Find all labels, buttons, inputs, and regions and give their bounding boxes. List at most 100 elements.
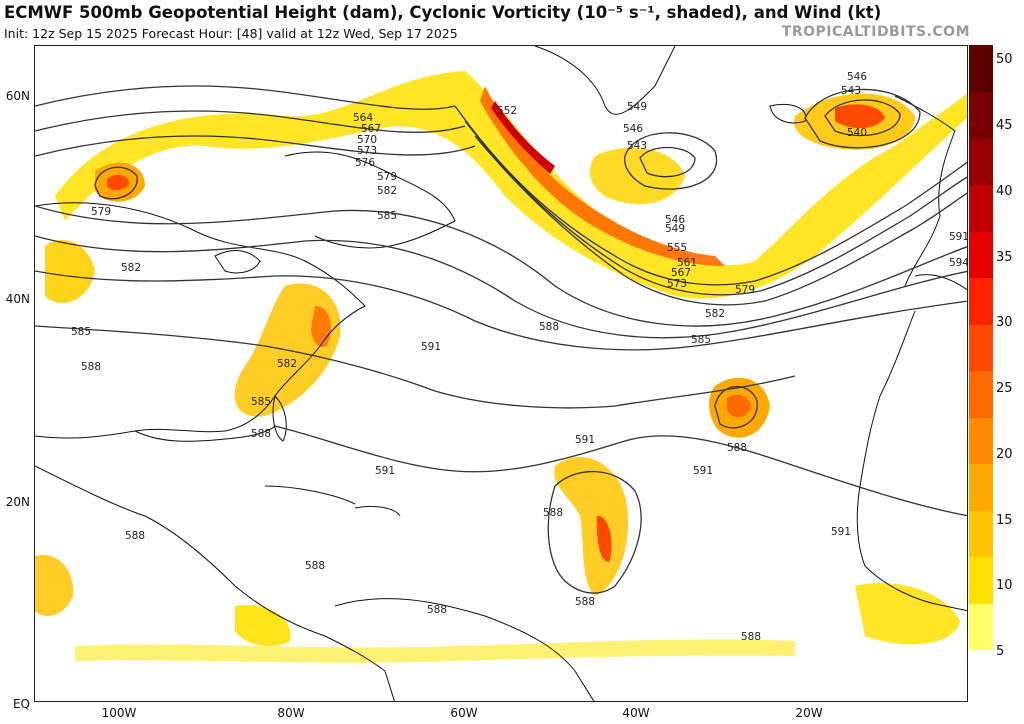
colorbar-label: 30 <box>996 315 1013 330</box>
vorticity-central-low <box>589 147 685 205</box>
height-label: 591 <box>421 341 441 353</box>
hispaniola <box>354 505 401 517</box>
height-label: 588 <box>427 604 447 616</box>
height-label: 594 <box>949 257 968 269</box>
colorbar-segment <box>969 603 993 650</box>
colorbar-segment <box>969 278 993 325</box>
colorbar-segment <box>969 231 993 278</box>
colorbar-segment <box>969 417 993 464</box>
colorbar-segment <box>969 510 993 557</box>
height-label: 582 <box>377 185 397 197</box>
contour-588 <box>35 325 796 409</box>
contour-549-ring <box>624 132 718 190</box>
colorbar-segment <box>969 324 993 371</box>
height-label: 561 <box>677 257 697 269</box>
vorticity-shading <box>35 71 967 663</box>
height-label: 585 <box>691 334 711 346</box>
map-title: ECMWF 500mb Geopotential Height (dam), C… <box>4 3 882 22</box>
contour-585 <box>35 270 967 351</box>
vorticity-sw-corner <box>35 555 74 616</box>
height-label: 582 <box>705 308 725 320</box>
latitude-label: 60N <box>5 89 30 103</box>
contour-jet-1 <box>454 105 967 286</box>
height-label: 585 <box>377 210 397 222</box>
height-contours <box>35 85 967 594</box>
height-labels: 546 543 540 549 546 543 552 564 567 570 … <box>71 71 968 643</box>
vorticity-tropical-wave-core <box>596 515 612 562</box>
contour-jet-3 <box>474 135 967 306</box>
florida <box>272 395 287 442</box>
colorbar-segment <box>969 650 993 697</box>
height-label: 567 <box>361 123 381 135</box>
europe-coast <box>894 95 956 287</box>
vorticity-jet-core <box>491 101 555 174</box>
header: ECMWF 500mb Geopotential Height (dam), C… <box>0 0 1024 46</box>
canada-coast <box>284 151 456 249</box>
height-label: 588 <box>741 631 761 643</box>
greenland <box>534 46 676 115</box>
height-label: 564 <box>353 112 373 124</box>
height-label: 549 <box>665 223 685 235</box>
contour-jet-2 <box>464 120 967 296</box>
height-label: 555 <box>667 242 687 254</box>
colorbar-label: 10 <box>996 578 1013 593</box>
cuba <box>264 485 356 505</box>
colorbar-segment <box>969 138 993 185</box>
mexico-central-america <box>35 465 395 701</box>
vorticity-sw-low-core <box>107 174 129 191</box>
latitude-label: EQ <box>12 697 30 711</box>
height-label: 570 <box>357 134 377 146</box>
vorticity-east-coast-core <box>311 306 331 347</box>
height-label: 567 <box>671 267 691 279</box>
height-label: 552 <box>497 105 517 117</box>
height-label: 591 <box>949 231 968 243</box>
north-america-coast <box>35 202 366 439</box>
longitude-label: 60W <box>450 706 478 720</box>
colorbar-label: 35 <box>996 250 1013 265</box>
vorticity-band-north <box>55 71 967 299</box>
height-label: 588 <box>543 507 563 519</box>
contour-588-tropical <box>547 470 642 594</box>
colorbar-label: 40 <box>996 184 1013 199</box>
colorbar-segment <box>969 464 993 511</box>
vorticity-africa <box>855 582 960 645</box>
height-label: 588 <box>305 560 325 572</box>
height-label: 588 <box>575 596 595 608</box>
colorbar-label: 25 <box>996 381 1013 396</box>
colorbar-label: 45 <box>996 118 1013 133</box>
vorticity-ne-low-core <box>835 104 885 129</box>
height-label: 585 <box>251 396 271 408</box>
height-label: 582 <box>277 358 297 370</box>
contour-low-ring <box>94 166 138 200</box>
height-label: 546 <box>665 214 685 226</box>
colorbar-segment <box>969 557 993 604</box>
height-label: 591 <box>831 526 851 538</box>
height-label: 573 <box>667 278 687 290</box>
height-label: 588 <box>125 530 145 542</box>
height-label: 576 <box>355 157 375 169</box>
height-label: 573 <box>357 145 377 157</box>
contour-543-ring <box>639 146 696 178</box>
contour-north-3 <box>35 135 476 157</box>
height-label: 549 <box>627 101 647 113</box>
vorticity-west-gulf <box>45 240 95 303</box>
colorbar-label: 50 <box>996 52 1013 67</box>
vorticity-mid-atlantic-low-core <box>727 394 751 418</box>
height-label: 591 <box>375 465 395 477</box>
vorticity-band-jet <box>480 86 725 266</box>
height-label: 579 <box>91 206 111 218</box>
colorbar-label: 20 <box>996 447 1013 462</box>
contour-546-ring <box>804 88 921 149</box>
height-label: 588 <box>251 428 271 440</box>
longitude-label: 40W <box>622 706 650 720</box>
contour-582 <box>35 235 967 339</box>
africa-coast <box>856 310 967 612</box>
vorticity-caribbean <box>235 605 291 647</box>
contour-north-2 <box>35 110 466 133</box>
contour-north-1 <box>35 85 456 110</box>
height-label: 543 <box>841 85 861 97</box>
colorbar-segment <box>969 45 993 92</box>
iceland <box>769 103 807 124</box>
contour-591 <box>274 425 967 517</box>
colorbar <box>969 45 993 697</box>
